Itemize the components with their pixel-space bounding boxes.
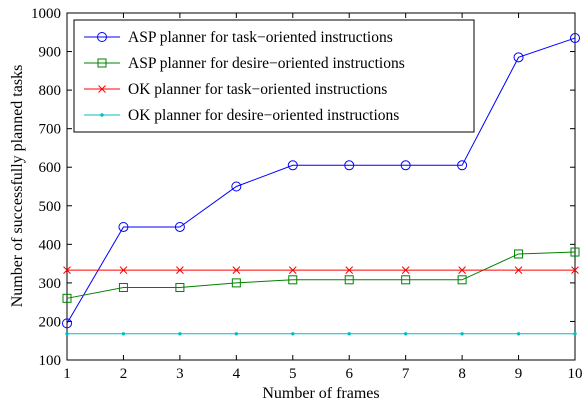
legend-marker bbox=[97, 58, 107, 68]
x-axis-label: Number of frames bbox=[262, 385, 379, 402]
data-point bbox=[232, 266, 241, 275]
x-marker-stroke bbox=[345, 266, 354, 275]
data-point bbox=[121, 332, 126, 336]
data-point bbox=[291, 332, 295, 336]
x-marker-stroke bbox=[63, 266, 71, 275]
data-point bbox=[288, 266, 297, 275]
y-tick-label: 800 bbox=[39, 83, 62, 99]
data-point bbox=[344, 160, 355, 171]
data-point bbox=[234, 332, 239, 336]
x-marker-stroke bbox=[288, 266, 297, 275]
legend-marker bbox=[100, 113, 104, 117]
data-point bbox=[119, 266, 128, 275]
series-line bbox=[66, 251, 576, 299]
legend: ASP planner for task−oriented instructio… bbox=[73, 19, 475, 133]
data-point bbox=[287, 160, 298, 171]
data-point bbox=[345, 266, 354, 275]
data-point bbox=[516, 332, 521, 336]
x-tick-label: 8 bbox=[458, 366, 466, 382]
y-tick-label: 500 bbox=[39, 199, 62, 215]
y-axis-label: Number of successfully planned tasks bbox=[9, 65, 26, 308]
series-3 bbox=[63, 266, 579, 275]
x-marker-stroke bbox=[98, 85, 106, 93]
data-point bbox=[400, 160, 411, 171]
x-marker-stroke bbox=[176, 266, 184, 275]
x-marker-stroke bbox=[458, 266, 466, 275]
x-tick-label: 2 bbox=[120, 366, 128, 382]
data-point bbox=[118, 283, 128, 293]
x-tick-label: 9 bbox=[515, 366, 523, 382]
data-point bbox=[231, 278, 241, 288]
data-point bbox=[570, 33, 580, 44]
x-tick-label: 1 bbox=[63, 366, 71, 382]
x-tick-label: 7 bbox=[402, 366, 410, 382]
y-tick-label: 900 bbox=[39, 45, 62, 61]
data-point bbox=[174, 221, 185, 232]
y-axis: 100 200 300 400 500 600 700 800 900 1000 bbox=[31, 6, 575, 369]
data-point bbox=[514, 249, 524, 259]
x-tick-label: 4 bbox=[233, 366, 241, 382]
x-tick-label: 3 bbox=[176, 366, 184, 382]
series-layer bbox=[62, 33, 580, 336]
legend-item: OK planner for task−oriented instruction… bbox=[84, 81, 387, 98]
data-point bbox=[573, 332, 577, 336]
y-tick-label: 200 bbox=[39, 314, 62, 330]
x-marker-stroke bbox=[514, 266, 523, 275]
y-tick-label: 700 bbox=[39, 122, 62, 138]
series-1 bbox=[62, 33, 580, 329]
series-line bbox=[66, 37, 576, 324]
data-point bbox=[178, 332, 182, 336]
legend-box bbox=[73, 19, 475, 133]
data-point bbox=[401, 266, 410, 275]
data-point bbox=[457, 275, 467, 285]
y-tick-label: 400 bbox=[39, 237, 62, 253]
data-point bbox=[514, 266, 523, 275]
data-point bbox=[118, 221, 129, 232]
data-point bbox=[176, 266, 184, 275]
data-point bbox=[288, 275, 298, 285]
legend-marker bbox=[98, 85, 106, 93]
legend-item: OK planner for desire−oriented instructi… bbox=[84, 107, 399, 124]
data-point bbox=[403, 332, 408, 336]
data-point bbox=[570, 247, 580, 257]
legend-item: ASP planner for desire−oriented instruct… bbox=[84, 55, 405, 72]
x-axis: 1 2 3 4 5 6 7 8 9 10 bbox=[63, 13, 583, 382]
legend-label: ASP planner for desire−oriented instruct… bbox=[128, 55, 405, 72]
data-point bbox=[460, 332, 464, 336]
data-point bbox=[62, 318, 72, 329]
series-4 bbox=[65, 332, 577, 336]
data-point bbox=[458, 266, 466, 275]
data-point bbox=[571, 266, 579, 275]
data-point bbox=[457, 160, 468, 171]
x-marker-stroke bbox=[232, 266, 241, 275]
data-point bbox=[401, 275, 411, 285]
x-marker-stroke bbox=[571, 266, 579, 275]
x-tick-label: 10 bbox=[568, 366, 583, 382]
x-tick-label: 5 bbox=[289, 366, 297, 382]
data-point bbox=[347, 332, 351, 336]
legend-label: OK planner for desire−oriented instructi… bbox=[128, 107, 399, 124]
y-tick-label: 1000 bbox=[31, 6, 61, 22]
x-marker-stroke bbox=[119, 266, 128, 275]
legend-marker bbox=[97, 32, 107, 42]
data-point bbox=[65, 332, 69, 336]
y-tick-label: 100 bbox=[39, 353, 62, 369]
y-tick-label: 600 bbox=[39, 160, 62, 176]
legend-label: OK planner for task−oriented instruction… bbox=[128, 81, 387, 98]
data-point bbox=[175, 283, 185, 293]
data-point bbox=[231, 181, 242, 192]
x-tick-label: 6 bbox=[345, 366, 353, 382]
data-point bbox=[513, 52, 524, 63]
data-point bbox=[62, 293, 72, 303]
legend-label: ASP planner for task−oriented instructio… bbox=[128, 29, 393, 46]
series-2 bbox=[62, 247, 580, 303]
y-tick-label: 300 bbox=[39, 276, 62, 292]
x-marker-stroke bbox=[401, 266, 410, 275]
legend-item: ASP planner for task−oriented instructio… bbox=[84, 29, 393, 46]
data-point bbox=[63, 266, 71, 275]
data-point bbox=[344, 275, 354, 285]
